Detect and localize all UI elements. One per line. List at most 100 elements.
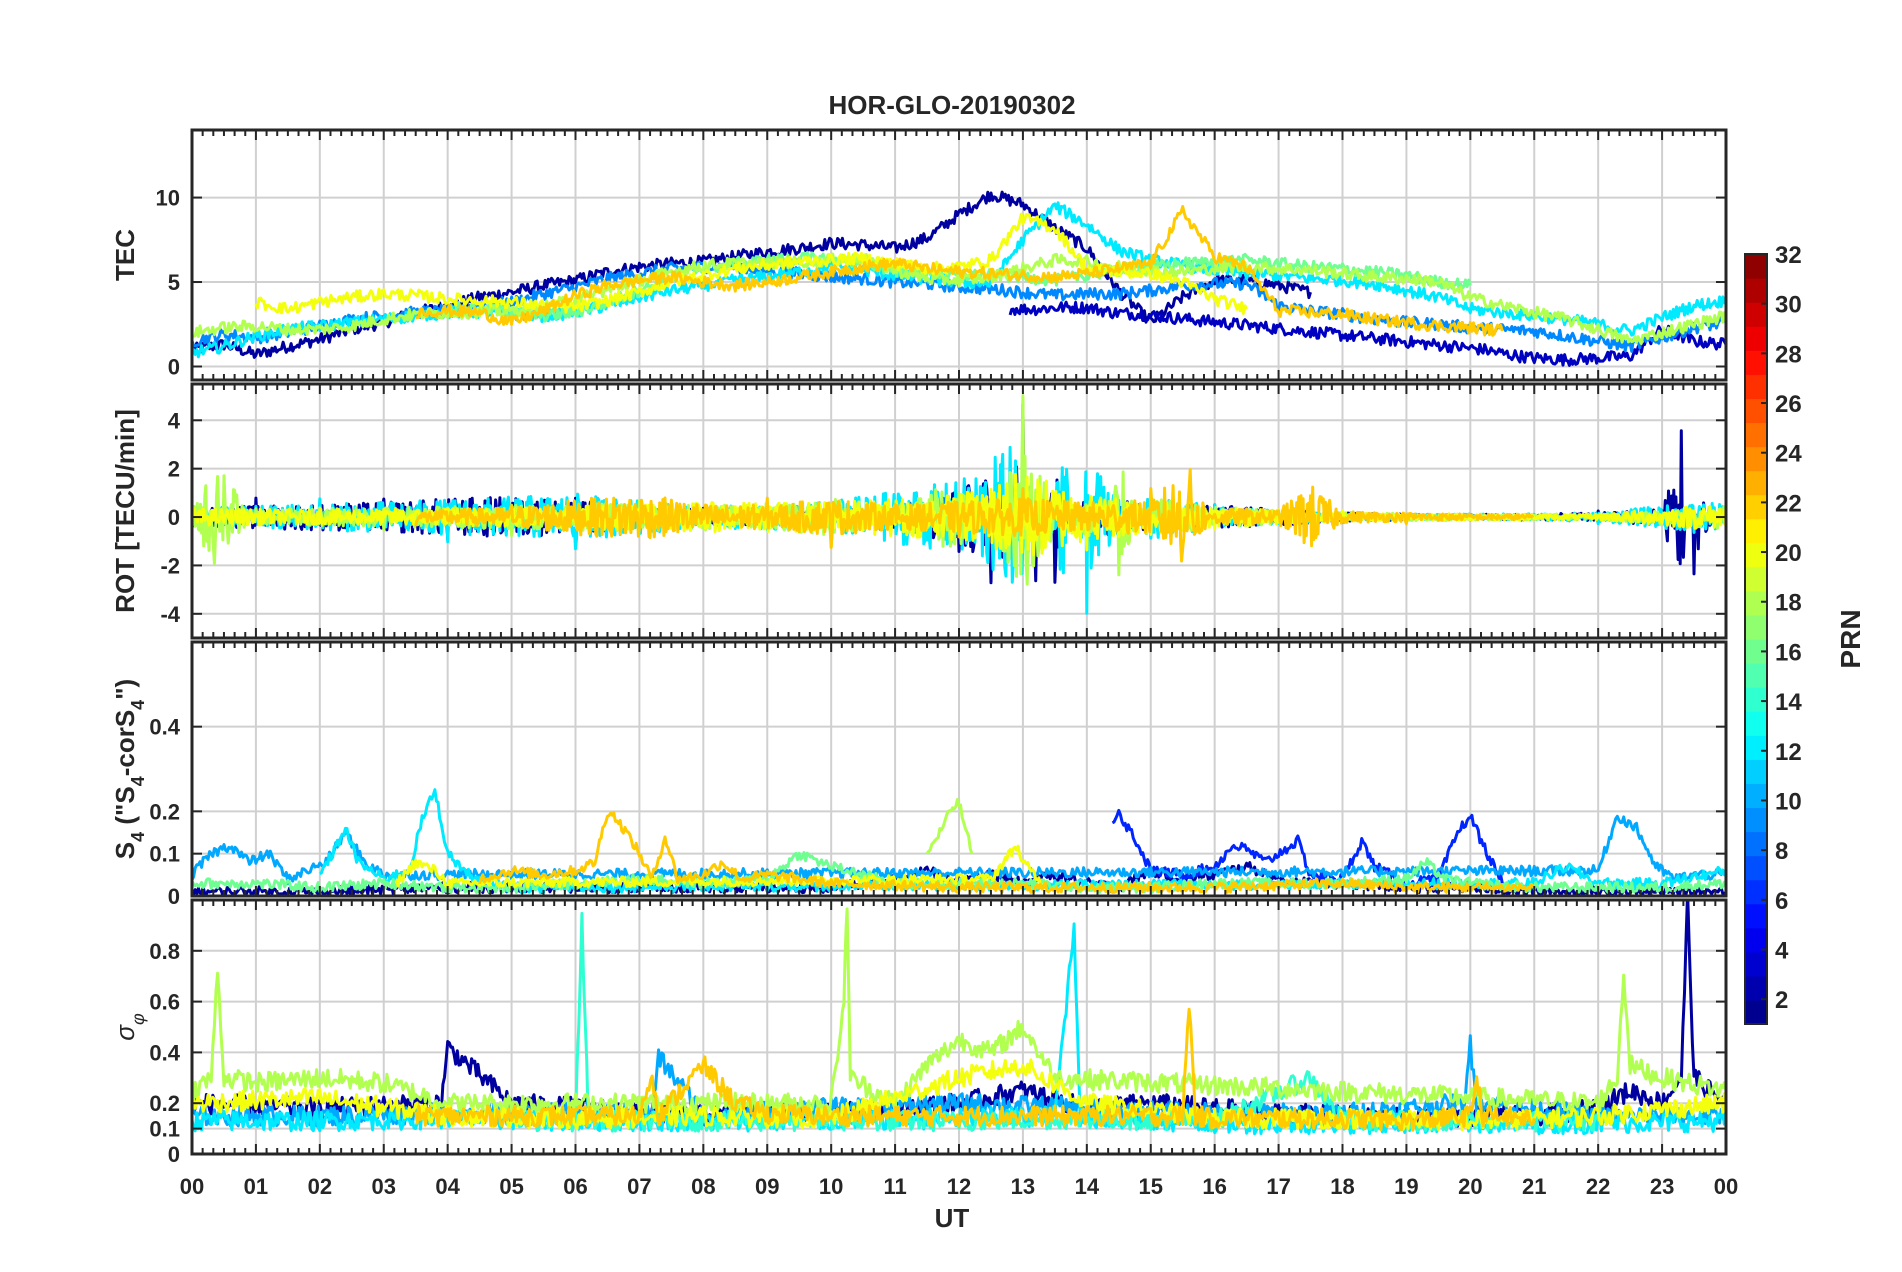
panel-sigma: 00.10.2 0.4 0.6 0.8 σφ: [110, 898, 1728, 1167]
x-tick-label: 15: [1139, 1174, 1163, 1199]
y-axis-label-part: 4: [128, 832, 148, 842]
colorbar-tick-label: 12: [1775, 739, 1802, 766]
y-tick-label: 0.4: [149, 715, 180, 740]
series-line-prn-18: [925, 798, 974, 855]
colorbar-segment: [1745, 855, 1767, 881]
colorbar-segment: [1745, 422, 1767, 448]
colorbar-tick-label: 24: [1775, 441, 1802, 468]
y-axis-label-part: σ: [110, 1024, 140, 1041]
y-tick-label: 0.6: [149, 990, 180, 1015]
y-tick-label: -4: [160, 602, 180, 627]
y-axis-label-part: 4: [128, 776, 148, 786]
x-tick-label: 22: [1586, 1174, 1610, 1199]
y-tick-label: 0.4: [149, 1040, 180, 1065]
colorbar-tick-label: 2: [1775, 987, 1788, 1014]
colorbar-tick-label: 32: [1775, 242, 1802, 269]
series-group: [192, 394, 1726, 615]
x-tick-label: 12: [947, 1174, 971, 1199]
colorbar-segment: [1745, 831, 1767, 857]
x-tick-label: 07: [627, 1174, 651, 1199]
x-axis: 00 01 02 03 04 05 06 07 08 09 10 11 12 13 14 15 16 17 18 19…: [180, 1174, 1738, 1199]
x-tick-label: 04: [435, 1174, 460, 1199]
x-tick-label: 20: [1458, 1174, 1482, 1199]
colorbar-segment: [1745, 879, 1767, 905]
colorbar-tick-label: 18: [1775, 590, 1802, 617]
x-tick-label: 21: [1522, 1174, 1546, 1199]
colorbar-segment: [1745, 951, 1767, 977]
y-tick-label: 0: [168, 354, 180, 379]
colorbar-label: PRN: [1835, 609, 1866, 668]
colorbar-tick-label: 30: [1775, 292, 1802, 319]
series-line-prn-22: [478, 811, 1536, 894]
y-tick-label: -2: [160, 553, 180, 578]
y-axis-label-part: ("S: [110, 786, 140, 832]
series-line-prn-3: [1008, 300, 1726, 367]
x-tick-label: 16: [1202, 1174, 1226, 1199]
colorbar-segment: [1745, 759, 1767, 784]
colorbar-segment: [1745, 278, 1767, 303]
y-axis-label-part: φ: [128, 1013, 148, 1025]
colorbar-segment: [1745, 446, 1767, 472]
colorbar-tick-label: 26: [1775, 391, 1802, 418]
series-line-prn-22: [414, 468, 1535, 563]
colorbar-segment: [1745, 470, 1767, 496]
colorbar-segment: [1745, 326, 1767, 351]
x-tick-label: 17: [1266, 1174, 1290, 1199]
y-axis-label-sigma: σφ: [110, 1013, 148, 1041]
series-group: [192, 190, 1726, 367]
colorbar-tick-label: 20: [1775, 540, 1802, 567]
y-tick-label: 0.8: [149, 939, 180, 964]
colorbar-segment: [1745, 999, 1767, 1025]
y-axis-label-s4: S4 ("S4-corS4"): [110, 679, 148, 859]
colorbar-segment: [1745, 975, 1767, 1001]
colorbar-segment: [1745, 807, 1767, 833]
colorbar-segment: [1745, 663, 1767, 688]
colorbar-segment: [1745, 687, 1767, 712]
x-tick-label: 01: [244, 1174, 268, 1199]
colorbar-segment: [1745, 735, 1767, 760]
y-axis-label-part: 4: [128, 700, 148, 710]
series-line-prn-12: [319, 788, 1726, 894]
colorbar-tick-label: 10: [1775, 788, 1802, 815]
x-axis-label: UT: [935, 1203, 970, 1233]
y-axis-label-part: "): [110, 679, 140, 700]
panel-tec: 0 5 10 TEC: [110, 128, 1728, 382]
series-line-prn-18: [192, 252, 1726, 345]
y-tick-label: 5: [168, 270, 180, 295]
colorbar-tick-label: 4: [1775, 937, 1789, 964]
x-tick-label: 19: [1394, 1174, 1418, 1199]
colorbar-tick-label: 6: [1775, 888, 1788, 915]
colorbar-tick-label: 16: [1775, 639, 1802, 666]
x-tick-label: 00: [180, 1174, 204, 1199]
colorbar-segment: [1745, 398, 1767, 424]
x-tick-label: 18: [1330, 1174, 1354, 1199]
x-tick-label: 10: [819, 1174, 843, 1199]
colorbar-segment: [1745, 927, 1767, 953]
panel-s4: 00.10.20.4S4 ("S4-corS4"): [110, 640, 1728, 909]
colorbar-segment: [1745, 783, 1767, 809]
colorbar-segment: [1745, 614, 1767, 640]
y-tick-label: 0.2: [149, 1091, 180, 1116]
y-axis-label-tec: TEC: [110, 229, 140, 281]
colorbar-segment: [1745, 518, 1767, 544]
colorbar-segment: [1745, 639, 1767, 664]
colorbar-segment: [1745, 374, 1767, 399]
x-tick-label: 00: [1714, 1174, 1738, 1199]
y-tick-label: 0.2: [149, 799, 180, 824]
y-tick-label: 0.1: [149, 842, 180, 867]
x-tick-label: 02: [308, 1174, 332, 1199]
y-axis-label-rot: ROT [TECU/min]: [110, 409, 140, 613]
colorbar-segment: [1745, 903, 1767, 929]
colorbar-segment: [1745, 350, 1767, 375]
x-tick-label: 23: [1650, 1174, 1674, 1199]
series-line-prn-14: [510, 911, 1600, 1133]
colorbar-segment: [1745, 494, 1767, 520]
y-tick-label: 0: [168, 1142, 180, 1167]
series-line-prn-22: [414, 1007, 1536, 1132]
colorbar-segment: [1745, 254, 1767, 279]
colorbar-segment: [1745, 542, 1767, 568]
x-tick-label: 11: [883, 1174, 906, 1199]
colorbar-segment: [1745, 711, 1767, 736]
